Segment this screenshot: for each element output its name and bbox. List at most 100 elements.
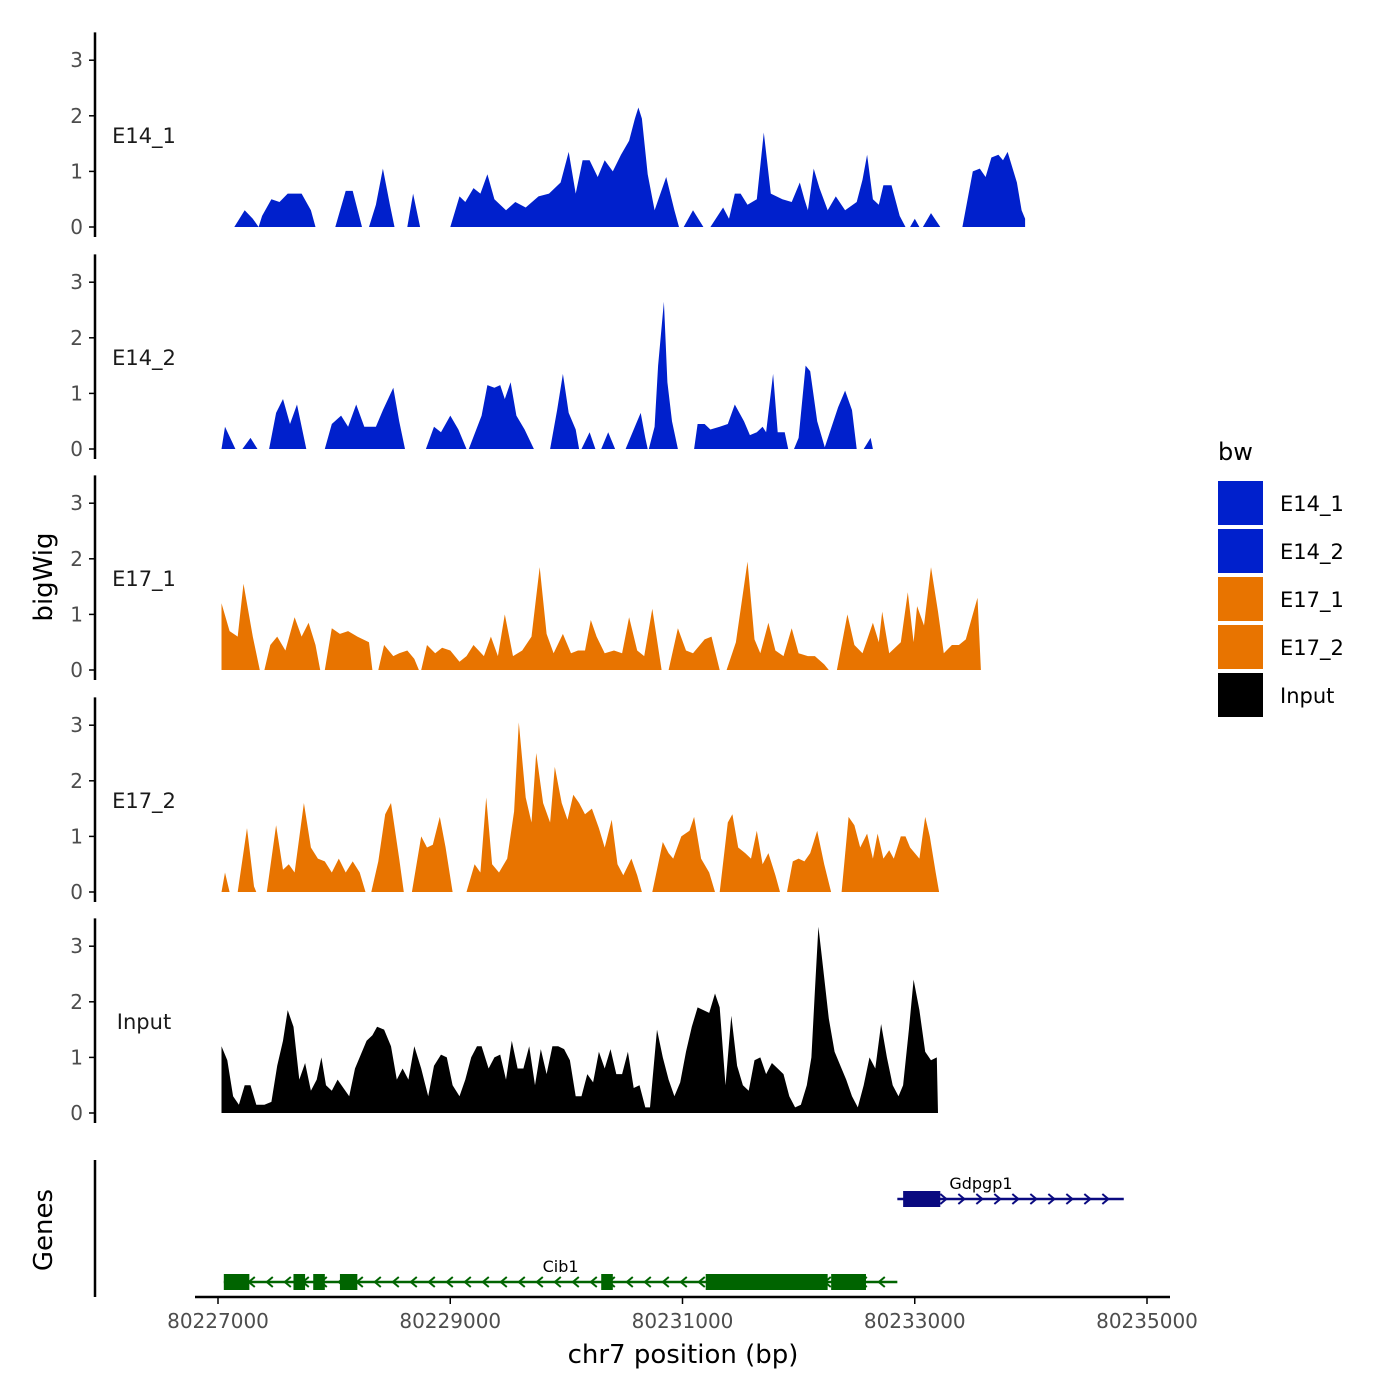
legend-swatch [1218, 625, 1263, 669]
legend-entry-e14_1: E14_1 [1218, 481, 1344, 525]
legend-entry-e17_1: E17_1 [1218, 577, 1344, 621]
strand-arrow [1047, 1193, 1056, 1205]
gene-cib1: Cib1 [223, 1257, 898, 1290]
panel-label: E17_1 [112, 567, 176, 592]
strand-arrow [679, 1276, 688, 1288]
panel-label: Input [117, 1010, 171, 1034]
y-tick-label: 2 [70, 326, 83, 350]
panel-e14_1: 0 1 2 3 E14_1 [70, 32, 1026, 239]
exon [601, 1274, 613, 1290]
x-tick-label: 80235000 [1096, 1309, 1198, 1333]
x-tick-label: 80233000 [864, 1309, 966, 1333]
strand-arrow [1029, 1193, 1038, 1205]
strand-arrow [697, 1276, 706, 1288]
panel-label: E14_2 [112, 346, 176, 371]
legend: bw E14_1 E14_2 E17_1 E17_2 Input [1218, 438, 1344, 717]
coverage-area-e17_2 [221, 722, 940, 892]
legend-swatch [1218, 577, 1263, 621]
panel-label: E17_2 [112, 789, 176, 814]
strand-arrow [571, 1276, 580, 1288]
strand-arrow [373, 1276, 382, 1288]
strand-arrow [409, 1276, 418, 1288]
panel-e17_2: 0 1 2 3 E17_2 [70, 697, 940, 904]
strand-arrow [957, 1193, 966, 1205]
y-axis-label: bigWig [29, 532, 59, 621]
y-tick-label: 3 [70, 934, 83, 958]
y-tick-label: 1 [70, 381, 83, 405]
strand-arrow [481, 1276, 490, 1288]
strand-arrow [517, 1276, 526, 1288]
y-tick-label: 1 [70, 824, 83, 848]
strand-arrow [1101, 1193, 1110, 1205]
x-axis: 80227000 80229000 80231000 80233000 80235000 [167, 1295, 1198, 1333]
exon [705, 1274, 828, 1290]
strand-arrow [1011, 1193, 1020, 1205]
strand-arrow [589, 1276, 598, 1288]
y-tick-label: 3 [70, 713, 83, 737]
legend-label: E17_2 [1280, 636, 1344, 661]
y-tick-label: 2 [70, 547, 83, 571]
strand-arrow [463, 1276, 472, 1288]
strand-arrow [643, 1276, 652, 1288]
x-tick-label: 80231000 [632, 1309, 734, 1333]
legend-label: E17_1 [1280, 588, 1344, 613]
strand-arrow [1083, 1193, 1092, 1205]
legend-swatch [1218, 673, 1263, 717]
legend-swatch [1218, 481, 1263, 525]
legend-swatch [1218, 529, 1263, 573]
strand-arrow [445, 1276, 454, 1288]
coverage-panels: 0 1 2 3 E14_1 0 1 2 3 E14_2 0 1 2 3 E17_1 0 1 2 3 E17_2 0 1 2 3… [70, 32, 1026, 1125]
strand-arrow [661, 1276, 670, 1288]
strand-arrow [535, 1276, 544, 1288]
exon [223, 1274, 250, 1290]
legend-label: Input [1280, 684, 1334, 708]
strand-arrow [625, 1276, 634, 1288]
strand-arrow [553, 1276, 562, 1288]
legend-entry-input: Input [1218, 673, 1334, 717]
panel-e17_1: 0 1 2 3 E17_1 [70, 475, 981, 682]
strand-arrow [283, 1276, 292, 1288]
coverage-area-e14_2 [221, 301, 873, 449]
gene-label: Cib1 [543, 1257, 579, 1276]
panel-e14_2: 0 1 2 3 E14_2 [70, 254, 873, 461]
y-tick-label: 0 [70, 658, 83, 682]
strand-arrow [427, 1276, 436, 1288]
y-tick-label: 0 [70, 1101, 83, 1125]
strand-arrow [391, 1276, 400, 1288]
y-tick-label: 3 [70, 48, 83, 72]
gene-track: Gdpgp1 Cib1 [93, 1160, 1124, 1297]
strand-arrow [939, 1193, 948, 1205]
strand-arrow [499, 1276, 508, 1288]
strand-arrow [265, 1276, 274, 1288]
x-tick-label: 80227000 [167, 1309, 269, 1333]
strand-arrow [877, 1276, 886, 1288]
panel-input: 0 1 2 3 Input [70, 918, 938, 1125]
legend-entry-e17_2: E17_2 [1218, 625, 1344, 669]
coverage-area-input [221, 926, 938, 1113]
exon [903, 1191, 941, 1207]
strand-arrow [993, 1193, 1002, 1205]
gene-gdpgp1: Gdpgp1 [897, 1174, 1124, 1207]
coverage-area-e17_1 [221, 561, 981, 670]
panel-label: E14_1 [112, 124, 176, 149]
y-tick-label: 2 [70, 769, 83, 793]
strand-arrow [975, 1193, 984, 1205]
y-tick-label: 1 [70, 159, 83, 183]
genes-axis-label: Genes [29, 1189, 59, 1271]
exon [313, 1274, 325, 1290]
gene-label: Gdpgp1 [949, 1174, 1012, 1193]
y-tick-label: 0 [70, 437, 83, 461]
y-tick-label: 0 [70, 880, 83, 904]
legend-entry-e14_2: E14_2 [1218, 529, 1344, 573]
legend-label: E14_2 [1280, 540, 1344, 565]
y-tick-label: 1 [70, 1045, 83, 1069]
coverage-area-e14_1 [234, 107, 1026, 227]
exon [293, 1274, 306, 1290]
y-tick-label: 2 [70, 990, 83, 1014]
y-tick-label: 3 [70, 491, 83, 515]
y-tick-label: 2 [70, 104, 83, 128]
strand-arrow [1065, 1193, 1074, 1205]
y-tick-label: 0 [70, 215, 83, 239]
y-tick-label: 3 [70, 270, 83, 294]
